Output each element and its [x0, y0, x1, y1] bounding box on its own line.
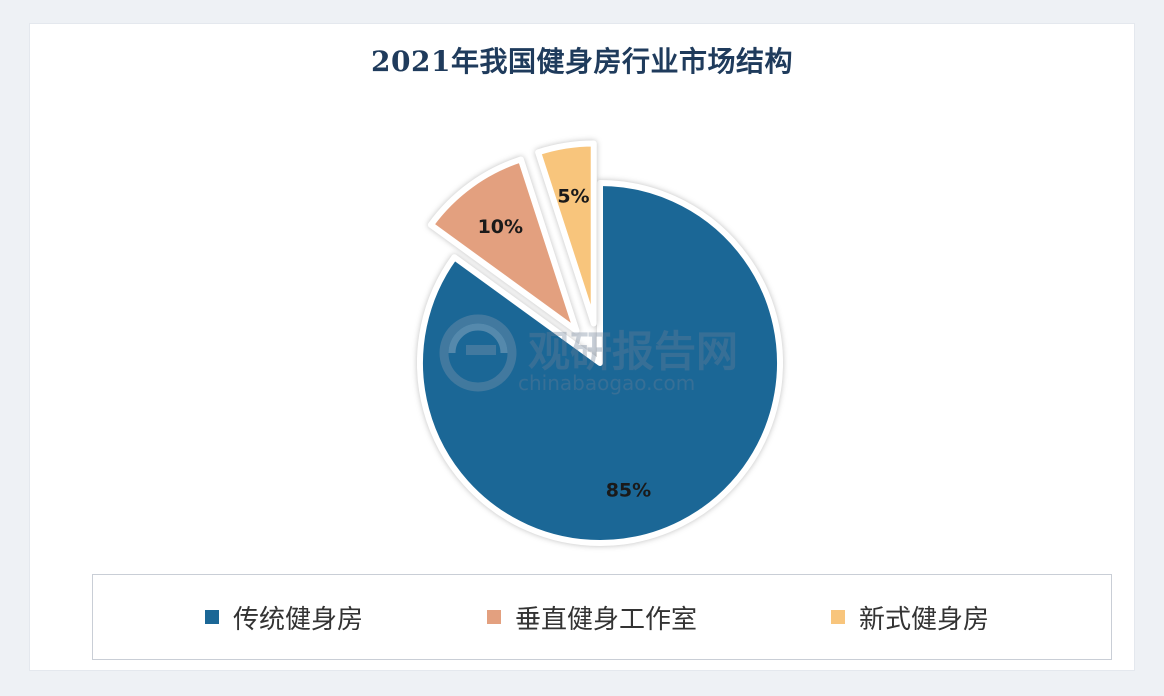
- slice-new-style-gym: [535, 140, 597, 327]
- pie-slices: [417, 140, 783, 546]
- legend-item-new-style: 新式健身房: [831, 599, 989, 635]
- slice-traditional-gym: [417, 180, 783, 546]
- chart-title: 2021年我国健身房行业市场结构: [371, 45, 793, 78]
- legend-label: 垂直健身工作室: [515, 604, 698, 635]
- data-label-vertical-studio: 10%: [478, 216, 523, 238]
- data-label-new-style-gym: 5%: [557, 185, 589, 207]
- watermark-url: chinabaogao.com: [518, 371, 695, 395]
- legend-item-vertical-studio: 垂直健身工作室: [487, 599, 697, 635]
- legend-swatch: [205, 610, 219, 624]
- legend-swatch: [831, 610, 845, 624]
- legend-item-traditional: 传统健身房: [205, 599, 363, 635]
- watermark: 观研报告网 chinabaogao.com: [439, 314, 738, 395]
- legend-swatch: [487, 610, 501, 624]
- slice-vertical-studio: [427, 156, 580, 334]
- legend-label: 传统健身房: [233, 604, 364, 635]
- legend-label: 新式健身房: [859, 604, 990, 635]
- watermark-logo-icon: [439, 314, 517, 392]
- pie-data-labels: 85% 10% 5%: [478, 185, 652, 501]
- data-label-traditional-gym: 85%: [606, 479, 651, 501]
- watermark-name: 观研报告网: [528, 327, 738, 376]
- chart-legend: 传统健身房 垂直健身工作室 新式健身房: [92, 574, 1112, 660]
